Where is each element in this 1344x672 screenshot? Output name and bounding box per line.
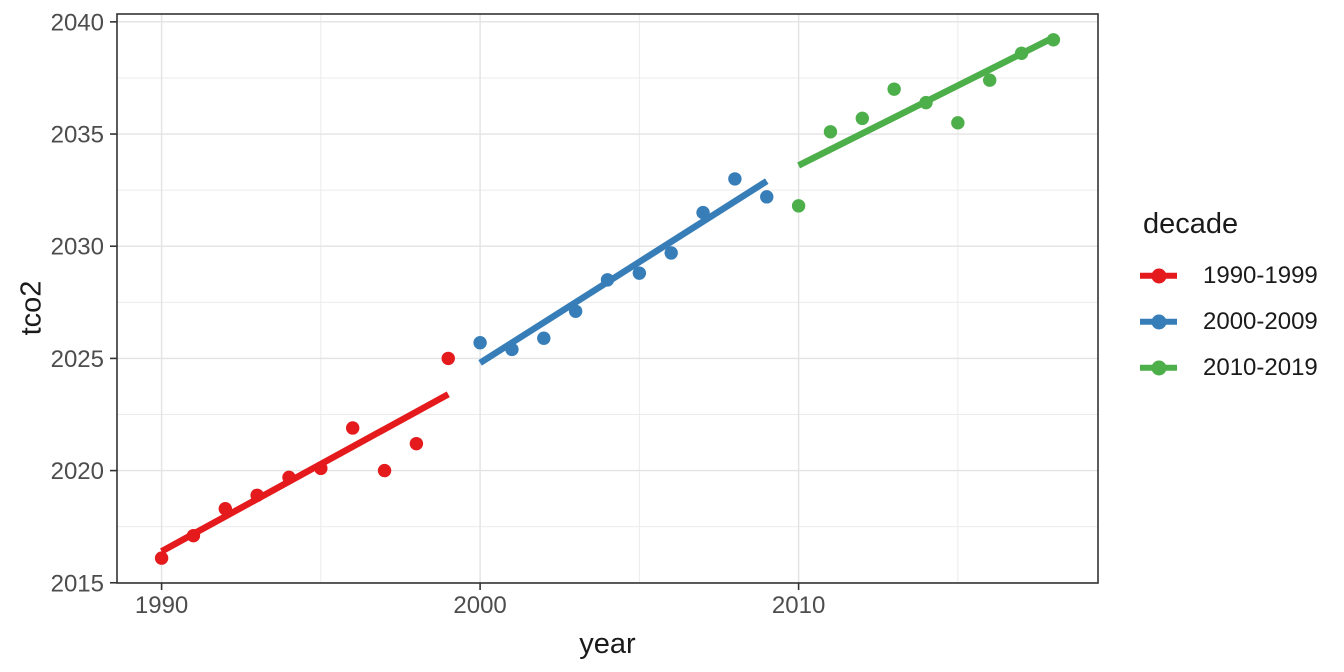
- data-point-1990-1999-1995: [314, 461, 328, 476]
- data-point-2000-2009-2008: [728, 172, 742, 186]
- data-point-2000-2009-2000: [473, 336, 487, 350]
- x-axis-title: year: [579, 628, 636, 660]
- legend-key-icon: [1140, 355, 1177, 380]
- data-point-2000-2009-2002: [537, 331, 551, 345]
- data-point-2000-2009-2005: [632, 266, 647, 280]
- y-tick-label-2020: 2020: [51, 458, 104, 485]
- data-point-2010-2019-2011: [823, 125, 838, 139]
- legend-entry-2000-2009: 2000-2009: [1140, 307, 1340, 335]
- data-point-1990-1999-1999: [441, 351, 455, 366]
- y-tick-label-2025: 2025: [51, 346, 104, 373]
- data-point-1990-1999-1998: [409, 436, 424, 451]
- data-point-2010-2019-2012: [855, 111, 870, 126]
- data-point-1990-1999-1990: [154, 551, 169, 565]
- legend-label: 1990-1999: [1203, 261, 1318, 289]
- trend-line-1990-1999: [160, 391, 450, 555]
- data-point-2010-2019-2010: [791, 199, 806, 213]
- data-point-2000-2009-2009: [760, 190, 774, 204]
- x-tick-label-2010: 2010: [772, 592, 825, 619]
- data-point-2010-2019-2018: [1046, 33, 1061, 47]
- data-point-1990-1999-1996: [345, 421, 360, 435]
- y-tick-label-2040: 2040: [51, 9, 104, 36]
- y-tick-label-2030: 2030: [51, 234, 104, 261]
- legend-entry-2010-2019: 2010-2019: [1140, 353, 1340, 381]
- y-axis-title: tco2: [15, 280, 48, 336]
- data-point-2010-2019-2013: [887, 82, 901, 96]
- data-point-1990-1999-1992: [218, 502, 232, 516]
- trend-line-2000-2009: [478, 178, 769, 366]
- data-point-2000-2009-2001: [505, 342, 519, 357]
- legend-key-icon: [1140, 309, 1177, 334]
- data-point-1990-1999-1994: [282, 470, 296, 485]
- data-point-2000-2009-2004: [600, 273, 615, 287]
- legend-title: decade: [1143, 208, 1239, 240]
- y-tick-label-2015: 2015: [51, 570, 104, 597]
- legend-label: 2010-2019: [1203, 353, 1318, 381]
- x-tick-label-1990: 1990: [135, 592, 188, 619]
- data-point-1990-1999-1997: [377, 463, 392, 478]
- legend-label: 2000-2009: [1203, 307, 1318, 335]
- data-point-2010-2019-2015: [951, 116, 965, 130]
- data-point-2010-2019-2017: [1014, 46, 1029, 60]
- data-point-2000-2009-2003: [568, 304, 583, 318]
- legend-key-icon: [1140, 263, 1177, 288]
- data-point-2000-2009-2006: [664, 246, 678, 260]
- legend: decade 1990-1999 2000-2009 2010-2019: [1140, 210, 1340, 401]
- data-point-1990-1999-1993: [250, 488, 264, 502]
- legend-entry-1990-1999: 1990-1999: [1140, 261, 1340, 289]
- panel-border: [116, 13, 1099, 584]
- data-point-2010-2019-2014: [919, 95, 933, 110]
- x-tick-label-2000: 2000: [453, 592, 506, 619]
- y-tick-label-2035: 2035: [51, 122, 104, 149]
- data-point-1990-1999-1991: [186, 528, 201, 543]
- data-point-2000-2009-2007: [696, 205, 710, 220]
- data-point-2010-2019-2016: [983, 73, 997, 87]
